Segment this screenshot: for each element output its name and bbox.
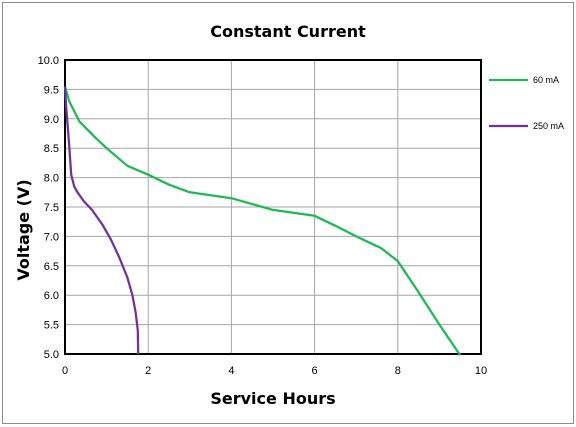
- series-group: [63, 86, 462, 356]
- x-tick-label: 2: [145, 365, 151, 377]
- legend-label: 250 mA: [533, 121, 564, 131]
- y-axis-ticks: 5.0 5.5 6.0 6.5 7.0 7.5 8.0 8.5 9.0 9.5 10.0: [38, 55, 59, 361]
- plot-area: [64, 59, 482, 355]
- x-tick-label: 6: [312, 365, 318, 377]
- chart-title: Constant Current: [210, 22, 366, 41]
- y-tick-label: 5.5: [44, 320, 59, 332]
- series-line-2: [63, 86, 140, 355]
- series-line-1: [63, 86, 462, 356]
- x-tick-label: 0: [62, 365, 68, 377]
- y-axis-title: Voltage (V): [14, 179, 33, 280]
- x-tick-label: 4: [228, 365, 234, 377]
- y-tick-label: 7.5: [44, 202, 59, 214]
- x-axis-title: Service Hours: [210, 389, 335, 408]
- y-tick-label: 5.0: [44, 349, 59, 361]
- x-tick-label: 8: [395, 365, 401, 377]
- y-tick-label: 9.5: [44, 84, 59, 96]
- y-tick-label: 8.0: [44, 173, 59, 185]
- y-tick-label: 9.0: [44, 114, 59, 126]
- y-tick-label: 7.0: [44, 231, 59, 243]
- y-tick-label: 6.0: [44, 290, 59, 302]
- y-tick-label: 6.5: [44, 261, 59, 273]
- legend: 60 mA 250 mA: [489, 75, 564, 131]
- y-tick-label: 10.0: [38, 55, 59, 67]
- y-tick-label: 8.5: [44, 143, 59, 155]
- grid: [64, 59, 482, 355]
- legend-label: 60 mA: [533, 75, 559, 85]
- x-tick-label: 10: [475, 365, 487, 377]
- x-axis-ticks: 0 2 4 6 8 10: [62, 365, 487, 377]
